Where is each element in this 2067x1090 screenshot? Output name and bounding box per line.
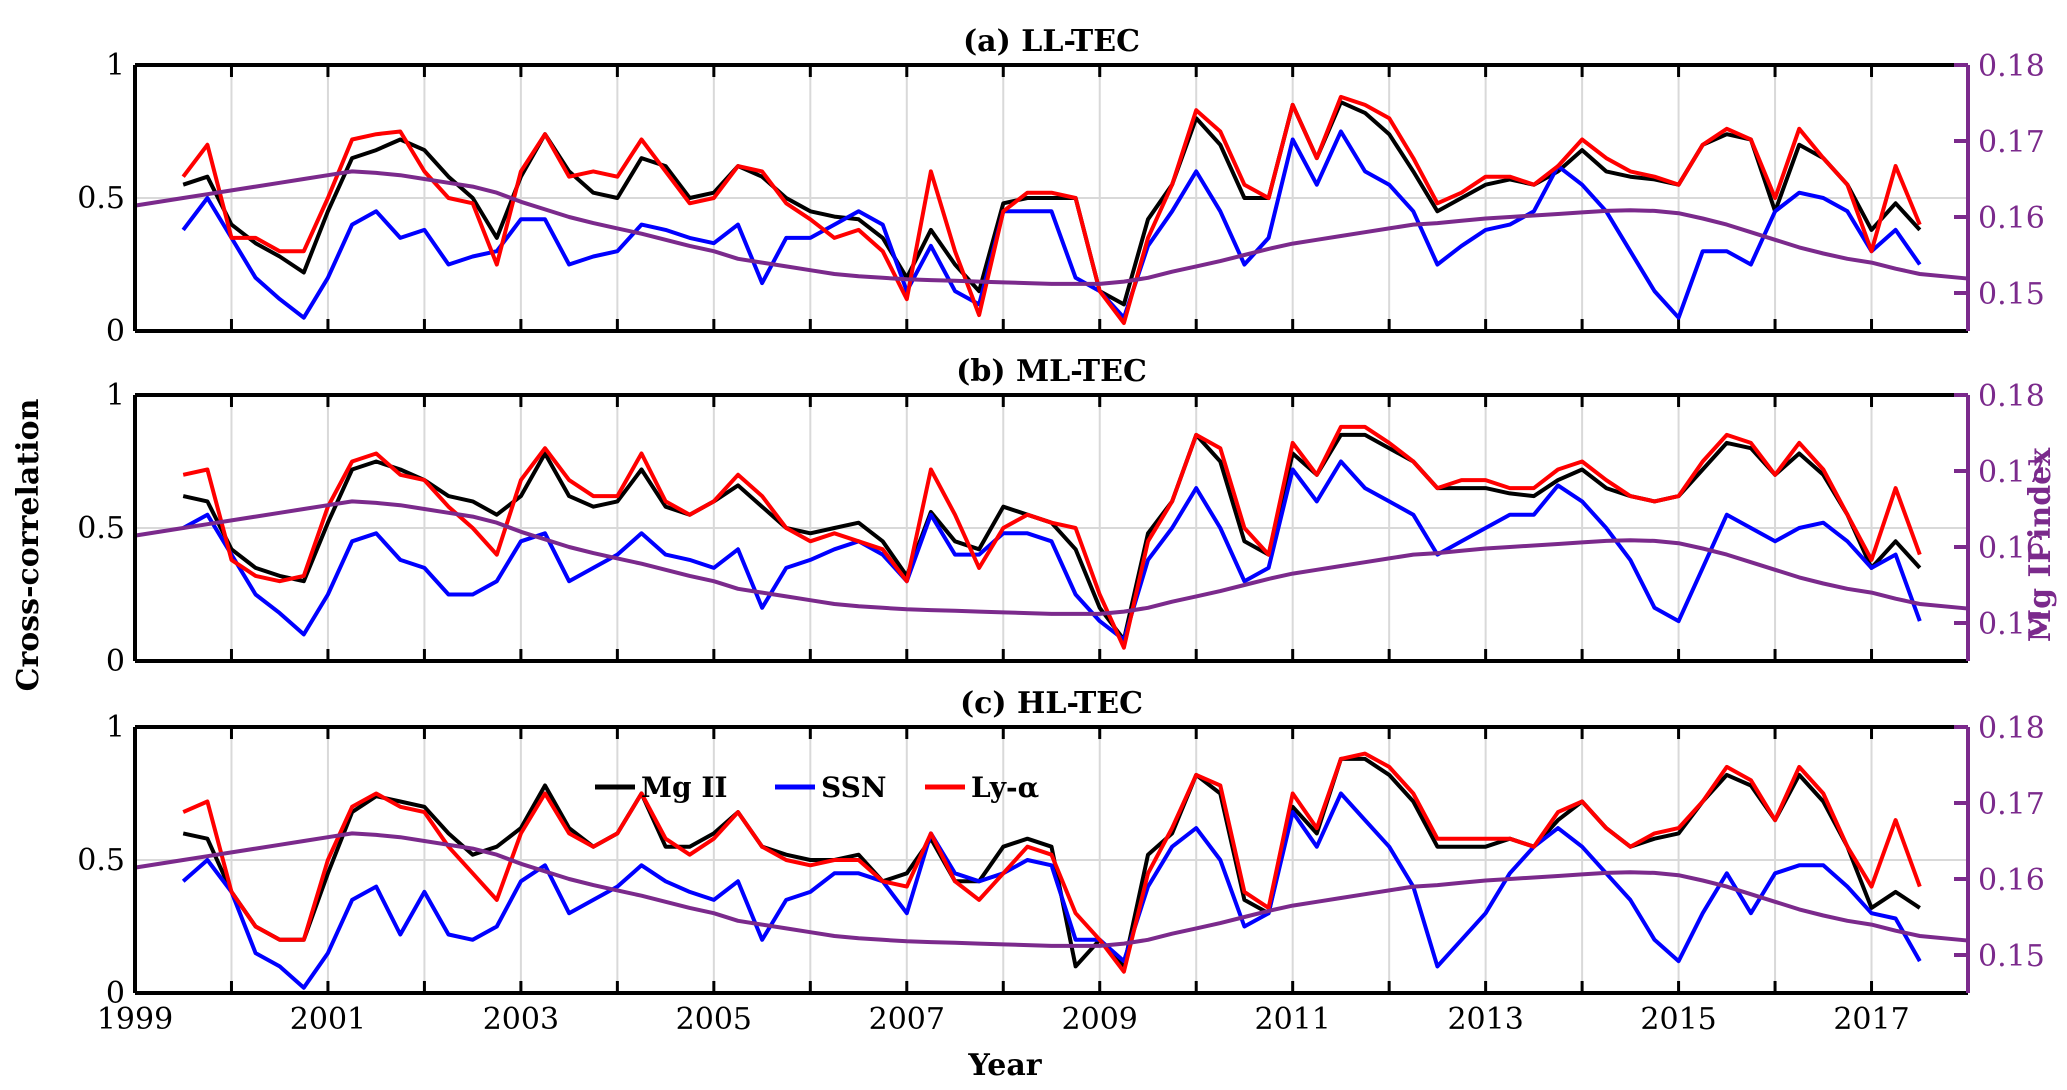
y2-tick-label: 0.15 [1978, 277, 2045, 312]
x-tick-label: 1999 [97, 1002, 173, 1037]
series-line-mg-ii-index [134, 169, 1969, 286]
panel-title: (a) LL-TEC [963, 24, 1140, 59]
y-tick-label: 0 [106, 644, 125, 679]
x-tick-label: 2017 [1833, 1002, 1909, 1037]
y2-tick-label: 0.16 [1978, 531, 2045, 566]
y-tick-label: 0 [106, 314, 125, 349]
series-line-ly- [182, 424, 1922, 650]
y2-tick-label: 0.18 [1978, 711, 2045, 746]
y-tick-label: 0 [106, 976, 125, 1011]
x-tick-label: 2003 [483, 1002, 559, 1037]
legend-label: Mg II [641, 771, 728, 804]
panel-2: 0 0.5 1 0.15 0.16 0.17 0.18 (b) ML-TEC [77, 354, 2045, 679]
y2-tick-label: 0.15 [1978, 607, 2045, 642]
panel-title: (c) HL-TEC [960, 686, 1143, 721]
x-tick-label: 2005 [676, 1002, 752, 1037]
series-line-mg-ii-index [134, 499, 1969, 616]
y2-tick-label: 0.17 [1978, 787, 2045, 822]
series-line-mg-ii [182, 100, 1922, 307]
x-tick-label: 2001 [290, 1002, 366, 1037]
panel-title: (b) ML-TEC [956, 354, 1147, 389]
x-tick-label: 2009 [1062, 1002, 1138, 1037]
panel-3: 0 0.5 1 0.15 0.16 0.17 0.18 (c) HL-TEC 1999 2001 2… [77, 686, 2045, 1037]
y2-tick-label: 0.18 [1978, 49, 2045, 84]
y-tick-label: 0.5 [77, 181, 125, 216]
legend-label: Ly-α [971, 771, 1039, 804]
x-axis-label: Year [967, 1048, 1042, 1083]
series-line-ssn [182, 459, 1922, 642]
x-tick-label: 2007 [869, 1002, 945, 1037]
x-tick-label: 2013 [1447, 1002, 1523, 1037]
series-line-ssn [181, 791, 1922, 990]
y2-tick-label: 0.17 [1978, 455, 2045, 490]
y-tick-label: 1 [106, 48, 125, 83]
y-tick-label: 0.5 [77, 511, 125, 546]
series-line-mg-ii-index [134, 831, 1969, 948]
y2-tick-label: 0.16 [1978, 201, 2045, 236]
y2-tick-label: 0.16 [1978, 863, 2045, 898]
series-line-ly- [182, 751, 1922, 974]
legend-label: SSN [821, 771, 886, 804]
x-tick-label: 2015 [1640, 1002, 1716, 1037]
y-tick-label: 0.5 [77, 843, 125, 878]
y2-axis-label: Mg II index [2023, 447, 2058, 642]
y2-tick-label: 0.15 [1978, 939, 2045, 974]
panel-1: 0 0.5 1 0.15 0.16 0.17 0.18 (a) LL-TEC [77, 24, 2045, 349]
series-line-ly- [181, 94, 1922, 325]
y2-tick-label: 0.18 [1978, 379, 2045, 414]
y2-tick-label: 0.17 [1978, 125, 2045, 160]
y-tick-label: 1 [106, 378, 125, 413]
series-line-ssn [181, 129, 1922, 320]
y-tick-label: 1 [106, 710, 125, 745]
x-tick-label: 2011 [1255, 1002, 1331, 1037]
y-axis-label: Cross-correlation [11, 398, 46, 691]
series-line-mg-ii [182, 756, 1921, 969]
